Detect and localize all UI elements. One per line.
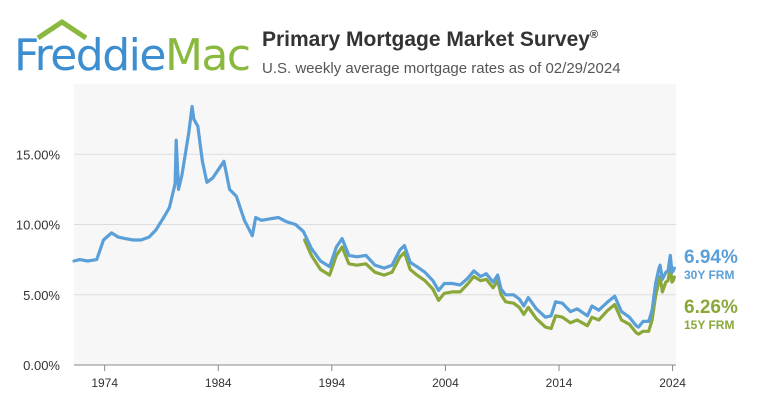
house-roof-icon [36, 18, 88, 40]
logo-wordmark: FreddieMac [14, 34, 251, 78]
end-label-name: 15Y FRM [684, 318, 734, 332]
x-tick-label: 2024 [659, 376, 686, 390]
end-label-value: 6.26% [684, 297, 738, 318]
end-label-value: 6.94% [684, 247, 738, 268]
end-labels: 6.94%30Y FRM 6.26%15Y FRM [684, 247, 738, 332]
x-tick-label: 1974 [91, 376, 118, 390]
y-tick-label: 15.00% [16, 147, 61, 162]
x-axis: 1974 1984 1994 2004 2014 2024 [74, 364, 686, 390]
chart-title: Primary Mortgage Market Survey® [262, 28, 598, 52]
y-tick-label: 10.00% [16, 218, 61, 233]
chart-title-text: Primary Mortgage Market Survey [262, 28, 590, 51]
logo-word-freddie: Freddie [14, 30, 166, 81]
chart-subtitle: U.S. weekly average mortgage rates as of… [262, 60, 621, 77]
logo-word-mac: Mac [164, 30, 251, 81]
registered-mark: ® [589, 29, 599, 41]
end-label-name: 30Y FRM [684, 268, 734, 282]
x-tick-label: 1984 [205, 376, 232, 390]
y-tick-label: 0.00% [23, 358, 60, 373]
series-line-15y [303, 238, 676, 336]
x-tick-label: 2004 [432, 376, 459, 390]
x-tick-label: 1994 [318, 376, 345, 390]
y-tick-label: 5.00% [23, 288, 60, 303]
rate-chart: 0.00% 5.00% 10.00% 15.00% 1974 1984 1994 2004 2… [16, 84, 738, 390]
chart-header: FreddieMac Primary Mortgage Market Surve… [0, 0, 780, 84]
series-lines [72, 104, 676, 336]
x-tick-label: 2014 [546, 376, 573, 390]
freddie-mac-logo: FreddieMac [14, 18, 251, 82]
series-line-30y [72, 104, 676, 329]
y-axis-ticks: 0.00% 5.00% 10.00% 15.00% [16, 147, 61, 373]
